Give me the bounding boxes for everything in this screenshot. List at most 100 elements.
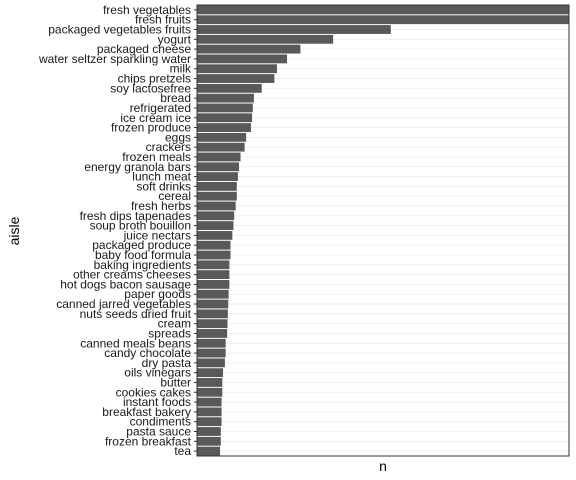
y-tick-label: breakfast bakery xyxy=(102,405,191,419)
bar xyxy=(197,368,224,378)
y-tick-label: cream xyxy=(158,317,191,331)
bar xyxy=(197,221,234,231)
y-tick-label: soy lactosefree xyxy=(110,81,191,95)
y-tick-label: fresh fruits xyxy=(135,13,191,27)
y-tick-label: packaged cheese xyxy=(97,42,191,56)
y-tick-label: oils vinegars xyxy=(124,366,191,380)
bar xyxy=(197,348,226,358)
bar xyxy=(197,44,301,54)
bar xyxy=(197,25,391,34)
y-tick-label: butter xyxy=(160,375,191,389)
y-tick-label: frozen breakfast xyxy=(105,434,192,448)
bars xyxy=(197,5,569,456)
bar xyxy=(197,162,240,172)
bar xyxy=(197,230,233,240)
y-tick-label: candy chocolate xyxy=(104,346,191,360)
bar xyxy=(197,211,235,221)
bar xyxy=(197,240,231,250)
y-tick-label: yogurt xyxy=(158,32,192,46)
y-axis-ticks xyxy=(194,9,197,452)
y-tick-label: baking ingredients xyxy=(94,258,191,272)
bar xyxy=(197,446,221,456)
bar xyxy=(197,338,226,348)
bar xyxy=(197,142,245,152)
x-axis-title: n xyxy=(379,458,387,474)
y-tick-label: energy granola bars xyxy=(84,160,191,174)
y-tick-label: water seltzer sparkling water xyxy=(38,52,191,66)
bar xyxy=(197,83,262,93)
y-tick-label: baby food formula xyxy=(95,248,191,262)
bar xyxy=(197,132,247,142)
y-tick-label: packaged vegetables fruits xyxy=(48,23,191,37)
bar xyxy=(197,397,222,407)
bar xyxy=(197,93,254,103)
panel-border xyxy=(196,4,570,457)
y-tick-label: fresh herbs xyxy=(131,199,191,213)
bar xyxy=(197,152,241,162)
bar xyxy=(197,270,230,280)
bar xyxy=(197,378,223,387)
y-tick-label: instant foods xyxy=(123,395,191,409)
y-tick-label: chips pretzels xyxy=(118,72,191,86)
bar xyxy=(197,103,253,113)
bar xyxy=(197,250,231,260)
bar xyxy=(197,309,228,319)
bar xyxy=(197,34,334,44)
bar xyxy=(197,289,229,299)
y-tick-label: ice cream ice xyxy=(120,111,191,125)
bar xyxy=(197,319,228,329)
y-tick-label: soup broth bouillon xyxy=(90,219,191,233)
y-tick-label: other creams cheeses xyxy=(73,268,191,282)
bar xyxy=(197,407,222,417)
bar xyxy=(197,113,253,123)
y-tick-label: fresh vegetables xyxy=(103,3,191,17)
y-tick-label: paper goods xyxy=(124,287,191,301)
bar xyxy=(197,191,237,201)
y-tick-label: pasta sauce xyxy=(126,424,191,438)
y-tick-label: cookies cakes xyxy=(116,385,191,399)
y-tick-label: canned jarred vegetables xyxy=(56,297,191,311)
bar xyxy=(197,181,237,191)
y-tick-label: fresh dips tapenades xyxy=(80,209,191,223)
y-tick-label: spreads xyxy=(148,326,191,340)
y-tick-label: condiments xyxy=(130,415,191,429)
bar xyxy=(197,280,230,289)
bar xyxy=(197,260,230,270)
bar xyxy=(197,358,225,368)
bar xyxy=(197,74,275,83)
bar xyxy=(197,15,569,25)
y-tick-label: dry pasta xyxy=(142,356,192,370)
bar xyxy=(197,329,228,338)
y-axis-title: aisle xyxy=(6,216,22,245)
y-tick-label: refrigerated xyxy=(130,101,191,115)
y-tick-label: eggs xyxy=(165,130,191,144)
y-tick-label: bread xyxy=(160,91,191,105)
bar xyxy=(197,201,236,211)
y-tick-label: milk xyxy=(170,62,192,76)
bar xyxy=(197,417,222,427)
y-tick-label: frozen produce xyxy=(111,121,191,135)
y-tick-label: packaged produce xyxy=(92,238,191,252)
bar xyxy=(197,64,277,74)
y-tick-label: hot dogs bacon sausage xyxy=(60,277,191,291)
y-tick-label: juice nectars xyxy=(123,228,191,242)
y-tick-label: canned meals beans xyxy=(80,336,191,350)
bar xyxy=(197,123,251,132)
bar xyxy=(197,172,238,181)
bar xyxy=(197,436,221,446)
bar xyxy=(197,5,569,15)
y-tick-label: cereal xyxy=(158,189,191,203)
y-tick-label: frozen meals xyxy=(122,150,191,164)
y-tick-label: lunch meat xyxy=(132,170,191,184)
bar xyxy=(197,299,229,309)
y-tick-label: crackers xyxy=(146,140,191,154)
y-tick-label: tea xyxy=(174,444,191,458)
y-tick-label: soft drinks xyxy=(136,179,191,193)
bar xyxy=(197,387,223,397)
bar xyxy=(197,427,221,436)
y-tick-label: nuts seeds dried fruit xyxy=(80,307,192,321)
bar xyxy=(197,54,288,64)
